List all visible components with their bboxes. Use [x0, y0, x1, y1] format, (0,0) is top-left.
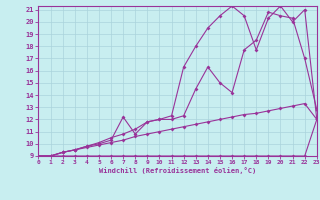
X-axis label: Windchill (Refroidissement éolien,°C): Windchill (Refroidissement éolien,°C) — [99, 167, 256, 174]
